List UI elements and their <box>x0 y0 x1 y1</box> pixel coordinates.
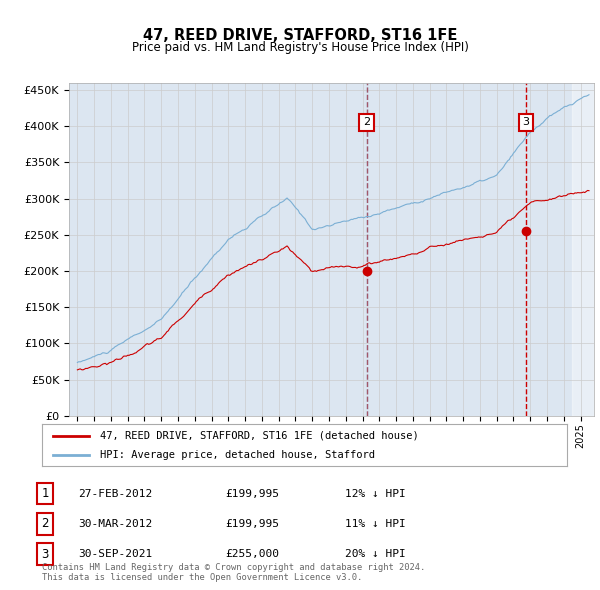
Text: 2: 2 <box>363 117 370 127</box>
Text: Contains HM Land Registry data © Crown copyright and database right 2024.
This d: Contains HM Land Registry data © Crown c… <box>42 563 425 582</box>
Text: £255,000: £255,000 <box>225 549 279 559</box>
Text: 3: 3 <box>41 548 49 560</box>
Text: 12% ↓ HPI: 12% ↓ HPI <box>345 489 406 499</box>
Text: 11% ↓ HPI: 11% ↓ HPI <box>345 519 406 529</box>
Text: 1: 1 <box>41 487 49 500</box>
Text: 47, REED DRIVE, STAFFORD, ST16 1FE (detached house): 47, REED DRIVE, STAFFORD, ST16 1FE (deta… <box>100 431 419 441</box>
Text: 47, REED DRIVE, STAFFORD, ST16 1FE: 47, REED DRIVE, STAFFORD, ST16 1FE <box>143 28 457 43</box>
Text: 27-FEB-2012: 27-FEB-2012 <box>78 489 152 499</box>
Text: £199,995: £199,995 <box>225 519 279 529</box>
Text: Price paid vs. HM Land Registry's House Price Index (HPI): Price paid vs. HM Land Registry's House … <box>131 41 469 54</box>
Text: 30-MAR-2012: 30-MAR-2012 <box>78 519 152 529</box>
Text: £199,995: £199,995 <box>225 489 279 499</box>
Text: 3: 3 <box>523 117 530 127</box>
Text: 30-SEP-2021: 30-SEP-2021 <box>78 549 152 559</box>
Text: 2: 2 <box>41 517 49 530</box>
Text: HPI: Average price, detached house, Stafford: HPI: Average price, detached house, Staf… <box>100 451 375 460</box>
Bar <box>572 83 594 416</box>
Text: 20% ↓ HPI: 20% ↓ HPI <box>345 549 406 559</box>
